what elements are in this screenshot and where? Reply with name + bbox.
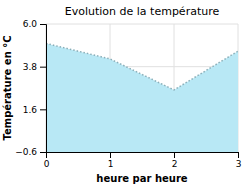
tick-mark — [40, 152, 46, 153]
tick-label: 2 — [172, 159, 178, 169]
axis-line — [47, 153, 239, 159]
tick-mark — [40, 67, 46, 68]
y-axis: −0.6 1.6 3.8 6.0 — [15, 19, 46, 157]
tick-label: 6.0 — [23, 19, 38, 29]
marks — [46, 43, 238, 152]
x-axis: 0 1 2 3 — [44, 152, 242, 169]
tick-label: 1.6 — [23, 105, 38, 115]
tick-mark — [40, 24, 46, 25]
tick-mark — [110, 152, 111, 158]
tick: 3.8 — [23, 62, 46, 72]
tick: 3 — [236, 152, 242, 169]
y-axis-title: Température en °C — [2, 35, 13, 140]
tick-mark — [40, 109, 46, 110]
plot: 0 1 2 3 −0.6 1.6 3.8 6.0 — [15, 19, 241, 169]
tick: 6.0 — [23, 19, 46, 29]
grid — [46, 24, 238, 152]
tick-label: 0 — [44, 159, 50, 169]
grid-line — [46, 24, 238, 25]
tick-mark — [238, 152, 239, 158]
line — [46, 43, 238, 90]
axis-line — [40, 25, 47, 153]
tick-label: 3 — [236, 159, 242, 169]
chart: 0 1 2 3 −0.6 1.6 3.8 6.0 Evolution de la tempéra… — [0, 0, 250, 188]
tick-label: 3.8 — [23, 62, 38, 72]
tick-label: 1 — [108, 159, 114, 169]
tick-mark — [174, 152, 175, 158]
tick: 1 — [108, 152, 114, 169]
x-axis-title: heure par heure — [96, 173, 187, 184]
tick: 1.6 — [23, 105, 46, 115]
tick: 2 — [172, 152, 178, 169]
tick: −0.6 — [15, 147, 46, 157]
area — [46, 43, 238, 152]
title: Evolution de la température — [65, 5, 220, 18]
tick: 0 — [44, 152, 50, 169]
tick-label: −0.6 — [15, 147, 37, 157]
